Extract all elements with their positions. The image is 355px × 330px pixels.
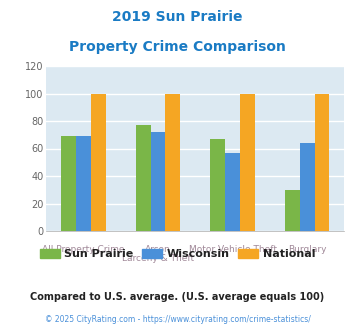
Legend: Sun Prairie, Wisconsin, National: Sun Prairie, Wisconsin, National (35, 244, 320, 263)
Bar (165, 93, 180, 231)
Text: Compared to U.S. average. (U.S. average equals 100): Compared to U.S. average. (U.S. average … (31, 292, 324, 302)
Text: Burglary: Burglary (288, 245, 326, 254)
Bar (61, 136, 76, 231)
Bar (240, 93, 255, 231)
Bar (210, 139, 225, 231)
Bar (225, 152, 240, 231)
Bar (136, 125, 151, 231)
Bar (91, 93, 106, 231)
Text: Property Crime Comparison: Property Crime Comparison (69, 40, 286, 53)
Text: 2019 Sun Prairie: 2019 Sun Prairie (112, 10, 243, 24)
Text: All Property Crime: All Property Crime (42, 245, 125, 254)
Bar (76, 136, 91, 231)
Bar (300, 143, 315, 231)
Bar (315, 93, 329, 231)
Text: Motor Vehicle Theft: Motor Vehicle Theft (189, 245, 277, 254)
Text: © 2025 CityRating.com - https://www.cityrating.com/crime-statistics/: © 2025 CityRating.com - https://www.city… (45, 315, 310, 324)
Bar (151, 132, 165, 231)
Text: Larceny & Theft: Larceny & Theft (122, 254, 194, 263)
Bar (285, 190, 300, 231)
Text: Arson: Arson (145, 245, 171, 254)
